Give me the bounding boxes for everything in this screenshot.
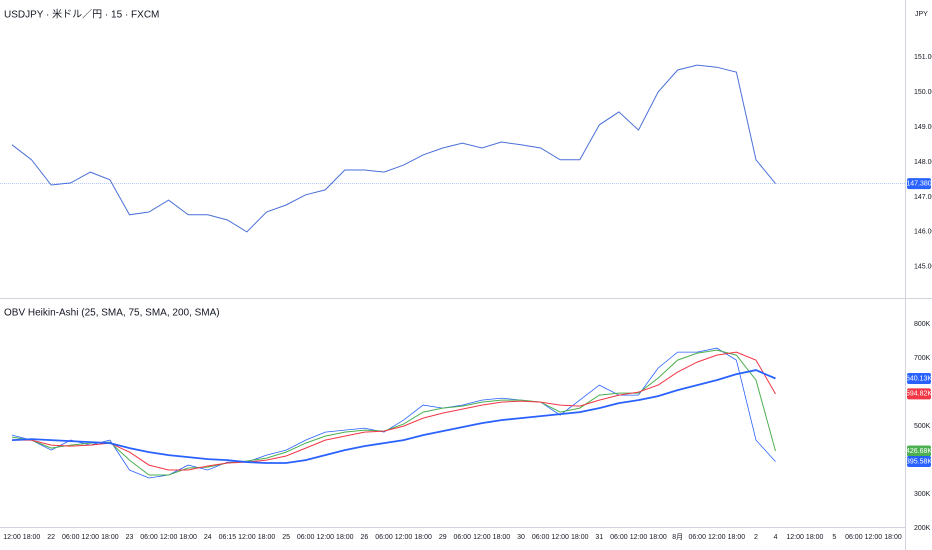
y-tick-label: 500K — [914, 423, 931, 430]
price-tag — [907, 445, 931, 457]
y-tick-label: 147.000 — [914, 194, 932, 201]
series-line — [11, 369, 776, 464]
x-tick-label: 26 — [361, 534, 369, 541]
y-tick-label: 145.000 — [914, 264, 932, 271]
series-line — [11, 64, 776, 233]
x-tick-label: 18:00 — [414, 534, 432, 541]
x-tick-label: 18:00 — [23, 534, 41, 541]
y-tick-label: 800K — [914, 321, 931, 328]
unit-label: JPY — [915, 11, 928, 18]
price-tag-label: 426.68K — [906, 448, 932, 455]
x-tick-label: 18:00 — [179, 534, 197, 541]
x-tick-label: 12:00 — [3, 534, 21, 541]
x-tick-label: 18:00 — [571, 534, 589, 541]
x-tick-label: 12:00 — [473, 534, 491, 541]
x-tick-label: 18:00 — [101, 534, 119, 541]
price-tag-label: 147.380 — [906, 180, 931, 187]
y-tick-label: 150.000 — [914, 89, 932, 96]
x-tick-label: 5 — [832, 534, 836, 541]
x-tick-label: 23 — [126, 534, 134, 541]
x-tick-label: 24 — [204, 534, 212, 541]
x-tick-label: 12:00 — [708, 534, 726, 541]
price-tag — [907, 388, 931, 400]
x-tick-label: 18:00 — [728, 534, 746, 541]
x-tick-label: 31 — [595, 534, 603, 541]
y-tick-label: 146.000 — [914, 229, 932, 236]
y-tick-label: 151.000 — [914, 54, 932, 61]
x-tick-label: 06:00 — [688, 534, 706, 541]
x-tick-label: 4 — [774, 534, 778, 541]
x-tick-label: 12:00 — [82, 534, 100, 541]
price-tag — [907, 372, 931, 384]
price-tag-label: 395.58K — [906, 458, 932, 465]
price-tag — [907, 178, 931, 190]
chart-title: USDJPY · 米ドル／円 · 15 · FXCM — [4, 8, 159, 21]
price-tag — [907, 456, 931, 468]
x-tick-label: 29 — [439, 534, 447, 541]
x-tick-label: 12:00 — [316, 534, 334, 541]
x-tick-label: 18:00 — [884, 534, 902, 541]
x-tick-label: 8月 — [672, 533, 683, 541]
x-tick-label: 06:00 — [140, 534, 158, 541]
price-tag-label: 594.82K — [906, 391, 932, 398]
indicator-title: OBV Heikin-Ashi (25, SMA, 75, SMA, 200, … — [4, 308, 220, 319]
x-tick-label: 22 — [47, 534, 55, 541]
x-tick-label: 12:00 — [160, 534, 178, 541]
x-tick-label: 18:00 — [806, 534, 824, 541]
x-tick-label: 06:00 — [532, 534, 550, 541]
y-tick-label: 700K — [914, 355, 931, 362]
x-tick-label: 12:00 — [786, 534, 804, 541]
x-tick-label: 12:00 — [395, 534, 413, 541]
x-tick-label: 12:00 — [238, 534, 256, 541]
x-tick-label: 25 — [282, 534, 290, 541]
x-tick-label: 18:00 — [493, 534, 511, 541]
x-tick-label: 12:00 — [630, 534, 648, 541]
x-tick-label: 18:00 — [336, 534, 354, 541]
x-tick-label: 06:00 — [610, 534, 628, 541]
y-tick-label: 148.000 — [914, 159, 932, 166]
x-tick-label: 12:00 — [865, 534, 883, 541]
x-tick-label: 06:15 — [219, 534, 237, 541]
series-line — [11, 349, 776, 476]
x-tick-label: 06:00 — [375, 534, 393, 541]
y-tick-label: 200K — [914, 525, 931, 532]
x-tick-label: 2 — [754, 534, 758, 541]
y-tick-label: 300K — [914, 491, 931, 498]
series-line — [12, 351, 776, 471]
y-tick-label: 149.000 — [914, 124, 932, 131]
x-tick-label: 30 — [517, 534, 525, 541]
x-tick-label: 06:00 — [297, 534, 315, 541]
x-tick-label: 06:00 — [62, 534, 80, 541]
x-tick-label: 18:00 — [258, 534, 276, 541]
series-line — [11, 347, 776, 479]
price-tag-label: 640.13K — [906, 375, 932, 382]
x-tick-label: 06:00 — [845, 534, 863, 541]
x-tick-label: 06:00 — [454, 534, 472, 541]
x-tick-label: 18:00 — [649, 534, 667, 541]
x-tick-label: 12:00 — [551, 534, 569, 541]
